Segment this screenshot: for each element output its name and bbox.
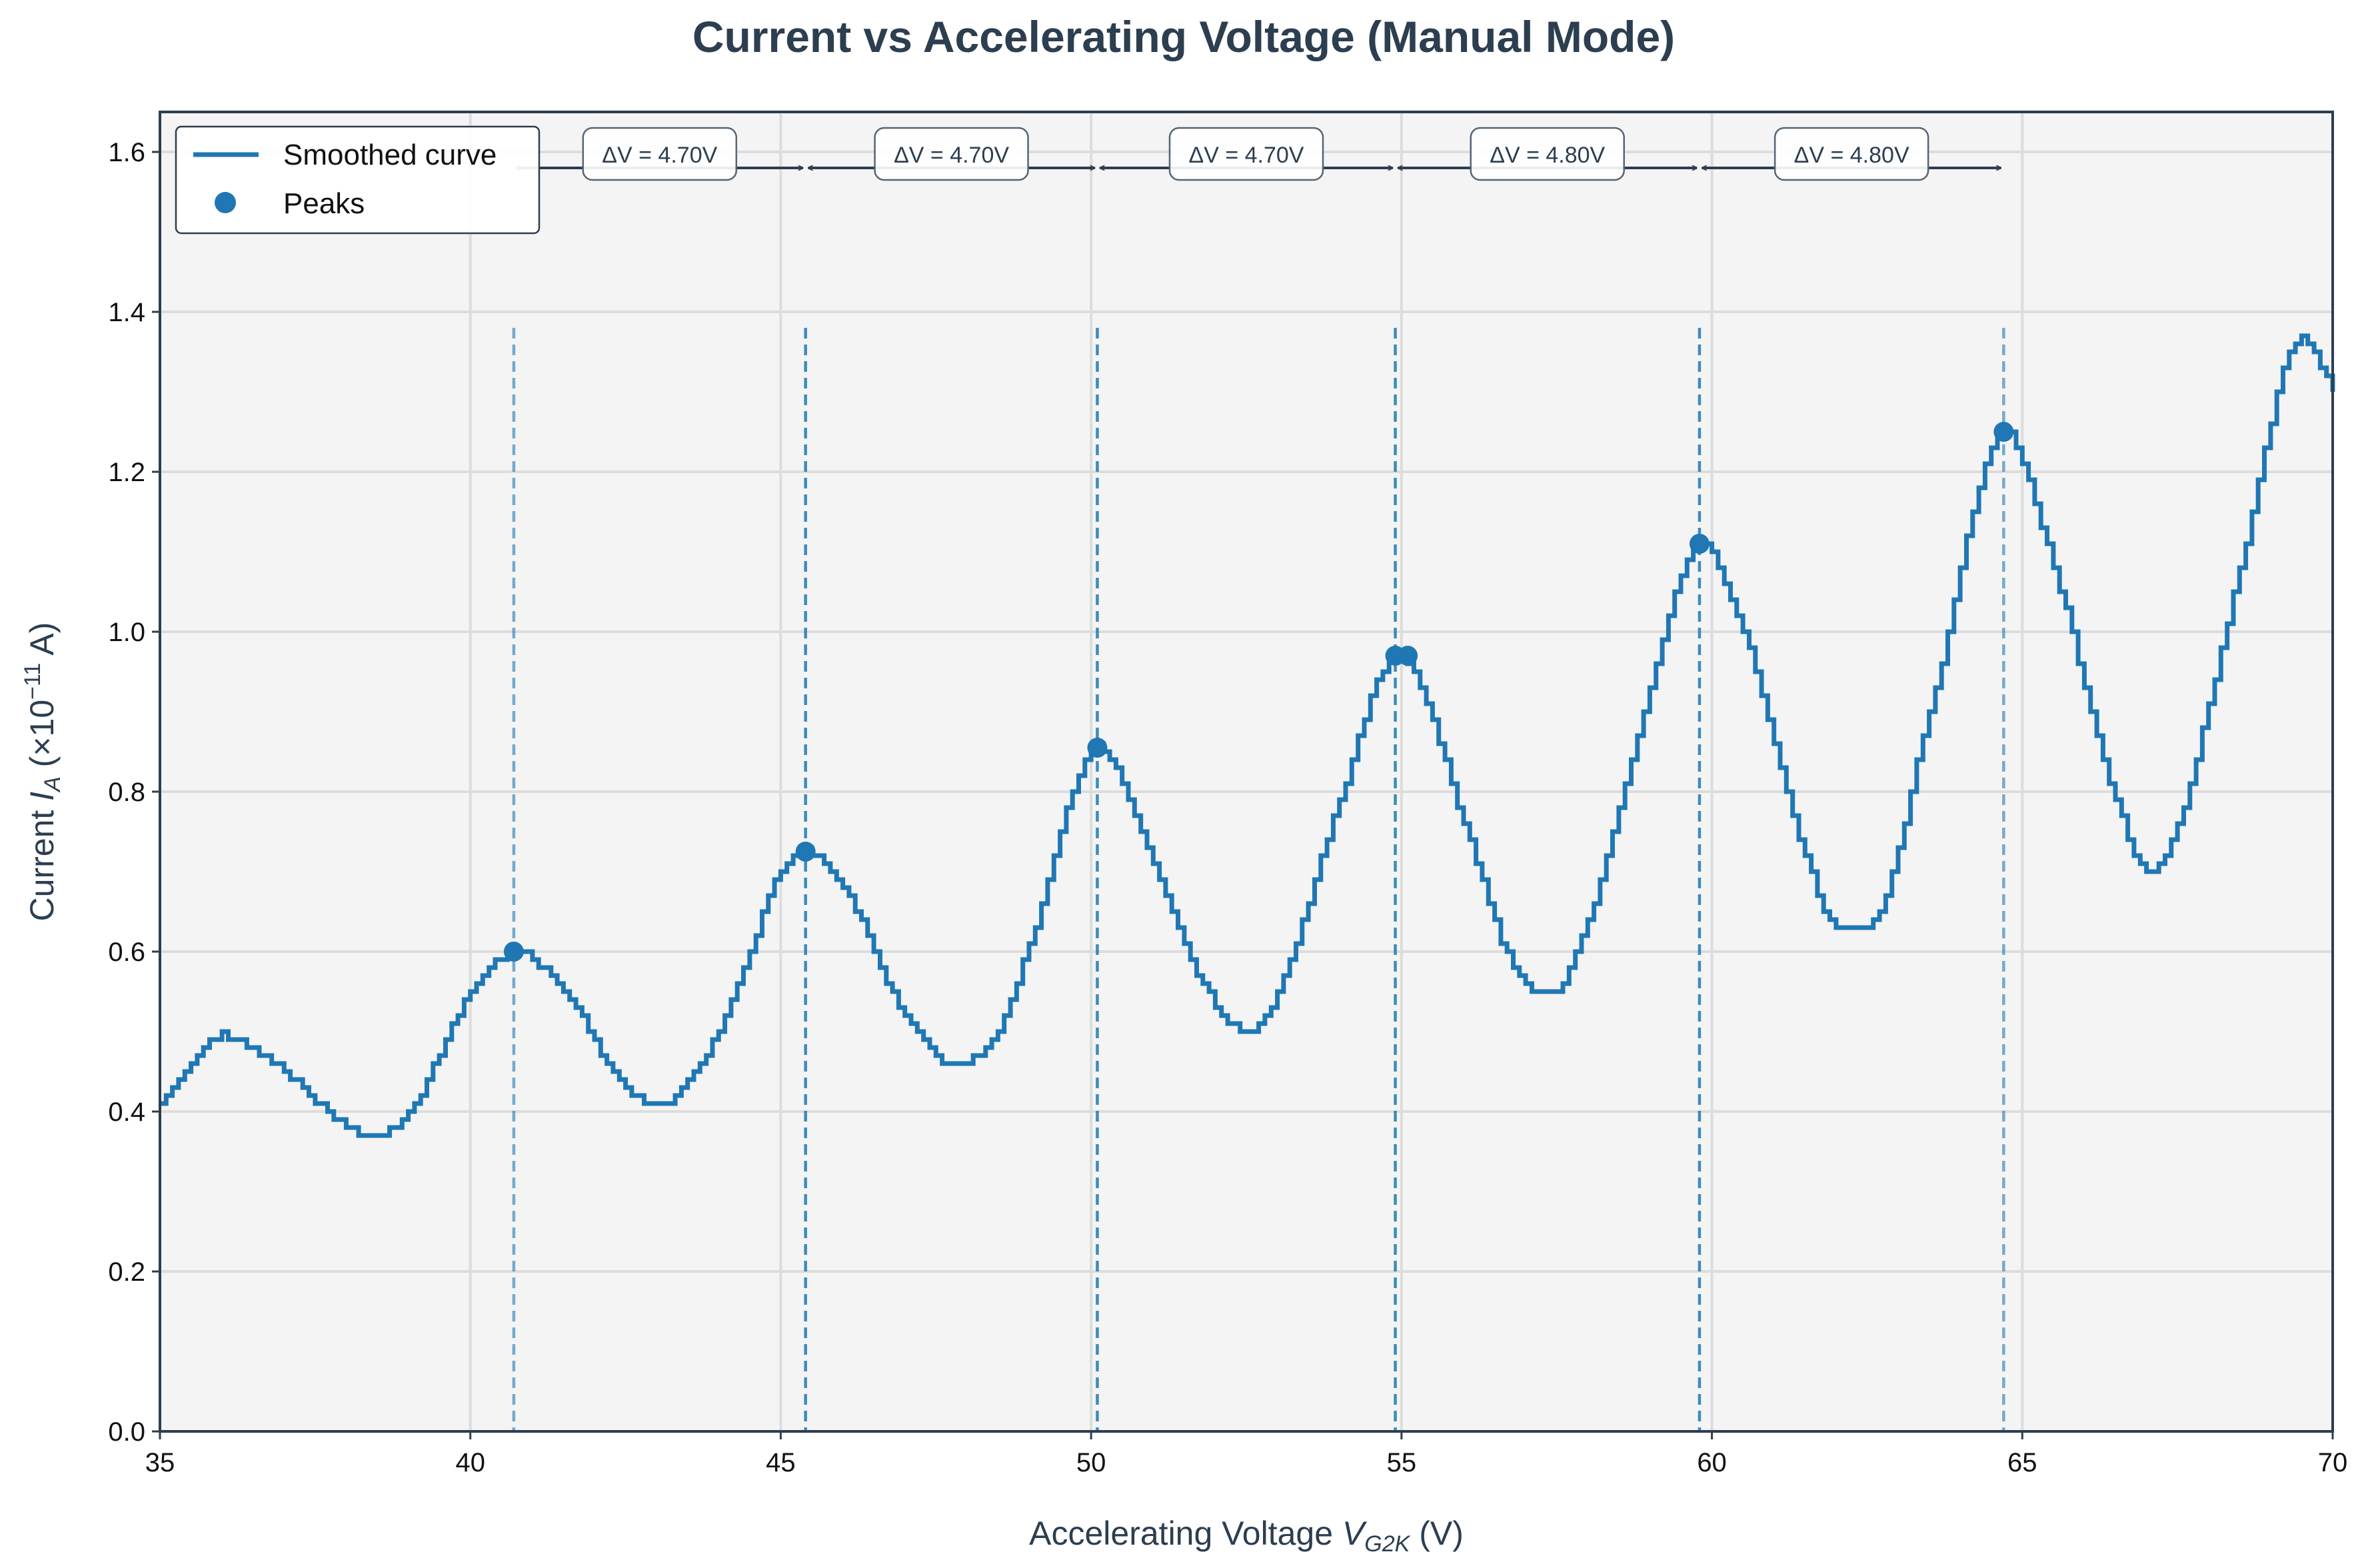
delta-label-box	[1470, 127, 1625, 181]
plot-frame	[159, 111, 2334, 1433]
peaks-layer	[503, 422, 2014, 962]
delta-label-box	[1168, 127, 1324, 181]
peak-marker-lines	[512, 328, 2005, 1431]
peak-point	[1087, 738, 1108, 758]
legend: Smoothed curve Peaks	[175, 125, 541, 235]
x-tick-label: 70	[2318, 1448, 2348, 1477]
plot-background	[160, 112, 2333, 1431]
x-tick-label: 45	[766, 1448, 796, 1477]
delta-label: ΔV = 4.70V	[1189, 143, 1304, 168]
delta-label-box	[1774, 127, 1929, 181]
legend-box	[175, 125, 541, 235]
x-tick-label: 65	[2007, 1448, 2037, 1477]
delta-annotations: ΔV = 4.70V ΔV = 4.70V ΔV = 4.70V ΔV = 4.80V…	[517, 127, 2001, 181]
y-tick-label: 0.0	[108, 1417, 145, 1447]
delta-label: ΔV = 4.70V	[602, 143, 717, 168]
legend-peak-swatch	[215, 192, 236, 213]
x-tick-label: 40	[455, 1448, 485, 1477]
delta-label: ΔV = 4.80V	[1490, 143, 1605, 168]
peak-point	[795, 842, 816, 862]
x-tick-label: 55	[1387, 1448, 1417, 1477]
y-tick-label: 1.2	[108, 458, 145, 487]
x-tick-label: 50	[1076, 1448, 1106, 1477]
smoothed-curve-line	[160, 333, 2335, 1138]
peak-point	[1398, 646, 1418, 666]
y-tick-label: 0.8	[108, 778, 145, 807]
smoothed-curve-layer	[160, 333, 2335, 1138]
x-tick-label: 60	[1697, 1448, 1727, 1477]
x-axis-label: Accelerating Voltage VG2K (V)	[1029, 1515, 1464, 1557]
x-axis-ticks: 35 40 45 50 55 60 65 70	[145, 1431, 2348, 1477]
y-axis-label: Current IA (×10−11 A)	[20, 622, 65, 922]
legend-label-peaks: Peaks	[283, 187, 365, 220]
delta-label: ΔV = 4.70V	[894, 143, 1009, 168]
peak-point	[1689, 534, 1710, 554]
chart-title: Current vs Accelerating Voltage (Manual …	[692, 12, 1675, 61]
delta-label-box	[582, 127, 738, 181]
y-tick-label: 1.6	[108, 138, 145, 167]
y-tick-label: 1.4	[108, 298, 145, 327]
delta-label-box	[874, 127, 1029, 181]
y-tick-label: 0.4	[108, 1098, 145, 1127]
peak-point	[1993, 422, 2014, 442]
y-tick-label: 0.6	[108, 938, 145, 967]
y-tick-label: 0.2	[108, 1257, 145, 1287]
delta-label: ΔV = 4.80V	[1794, 143, 1909, 168]
y-axis-ticks: 0.0 0.2 0.4 0.6 0.8 1.0 1.2 1.4 1.6	[108, 138, 160, 1447]
legend-label-smoothed-curve: Smoothed curve	[283, 139, 497, 171]
peak-point	[503, 942, 524, 962]
y-tick-label: 1.0	[108, 618, 145, 647]
x-tick-label: 35	[145, 1448, 175, 1477]
